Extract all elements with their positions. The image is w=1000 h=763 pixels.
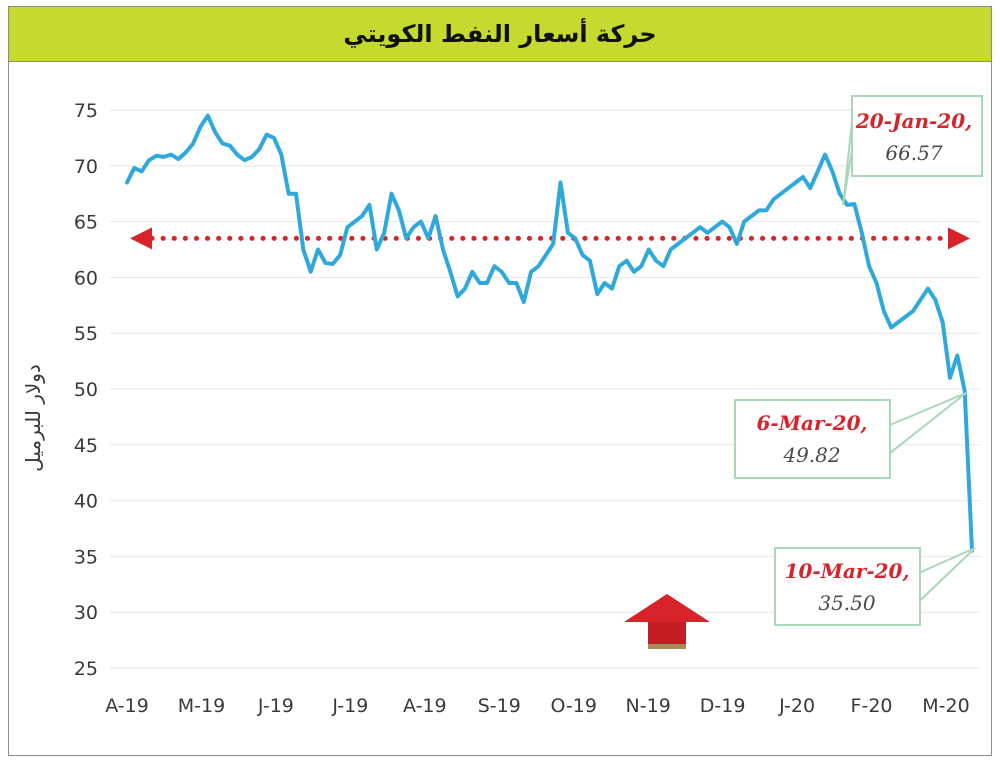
y-tick-label: 35: [74, 546, 98, 568]
series-layer: [125, 113, 974, 553]
callout-date: 10-Mar-20,: [785, 559, 910, 583]
callout-box: [851, 95, 983, 177]
x-tick-label: J-19: [331, 695, 368, 717]
y-tick-label: 30: [74, 602, 98, 624]
callout-pointer: [889, 392, 967, 456]
chart-title: حركة أسعار النفط الكويتي: [343, 20, 657, 48]
y-axis-ticks: 75 70 65 60 55 50 45 40 35 30 25: [74, 100, 98, 680]
callout: 20-Jan-20, 66.57: [842, 95, 983, 206]
callout-box: [774, 547, 921, 626]
y-tick-label: 75: [74, 100, 98, 122]
y-tick-label: 45: [74, 435, 98, 457]
x-tick-label: J-20: [778, 695, 815, 717]
y-tick-label: 60: [74, 267, 98, 289]
callout-box: [734, 399, 891, 479]
y-tick-label: 50: [74, 379, 98, 401]
y-tick-label: 25: [74, 658, 98, 680]
y-axis-label: دولار للبرميل: [21, 364, 45, 472]
x-axis-ticks: A-19 M-19 J-19 J-19 A-19 S-19 O-19 N-19 D-19 J-20…: [105, 695, 970, 717]
y-tick-label: 40: [74, 491, 98, 513]
callout-date: 6-Mar-20,: [757, 411, 868, 435]
average-line: [130, 227, 970, 250]
callout-pointer: [919, 547, 976, 603]
callout-pointer: [842, 121, 853, 206]
x-tick-label: S-19: [478, 695, 521, 717]
y-tick-label: 70: [74, 156, 98, 178]
title-bar: حركة أسعار النفط الكويتي: [9, 7, 991, 62]
callout: 10-Mar-20, 35.50: [774, 547, 976, 626]
x-tick-label: D-19: [700, 695, 746, 717]
callout-date: 20-Jan-20,: [855, 109, 972, 133]
x-tick-label: M-20: [922, 695, 969, 717]
chart-frame: حركة أسعار النفط الكويتي: [8, 6, 992, 756]
right-arrow-icon: [948, 227, 970, 250]
price-series-line: [125, 113, 974, 553]
red-up-arrow-icon: [624, 594, 710, 649]
callout-value: 66.57: [885, 141, 943, 165]
callout-value: 35.50: [818, 591, 876, 615]
left-arrow-icon: [130, 227, 152, 250]
annotations: 20-Jan-20, 66.57 6-Mar-20, 49.82 10-Mar-20, 3…: [734, 95, 983, 626]
x-tick-label: M-19: [178, 695, 225, 717]
x-tick-label: N-19: [626, 695, 671, 717]
x-tick-label: A-19: [403, 695, 447, 717]
x-tick-label: F-20: [851, 695, 893, 717]
x-tick-label: J-19: [257, 695, 294, 717]
x-tick-label: O-19: [550, 695, 597, 717]
x-tick-label: A-19: [105, 695, 149, 717]
callout-value: 49.82: [782, 443, 840, 467]
y-tick-label: 65: [74, 212, 98, 234]
y-tick-label: 55: [74, 323, 98, 345]
callout: 6-Mar-20, 49.82: [734, 392, 967, 479]
